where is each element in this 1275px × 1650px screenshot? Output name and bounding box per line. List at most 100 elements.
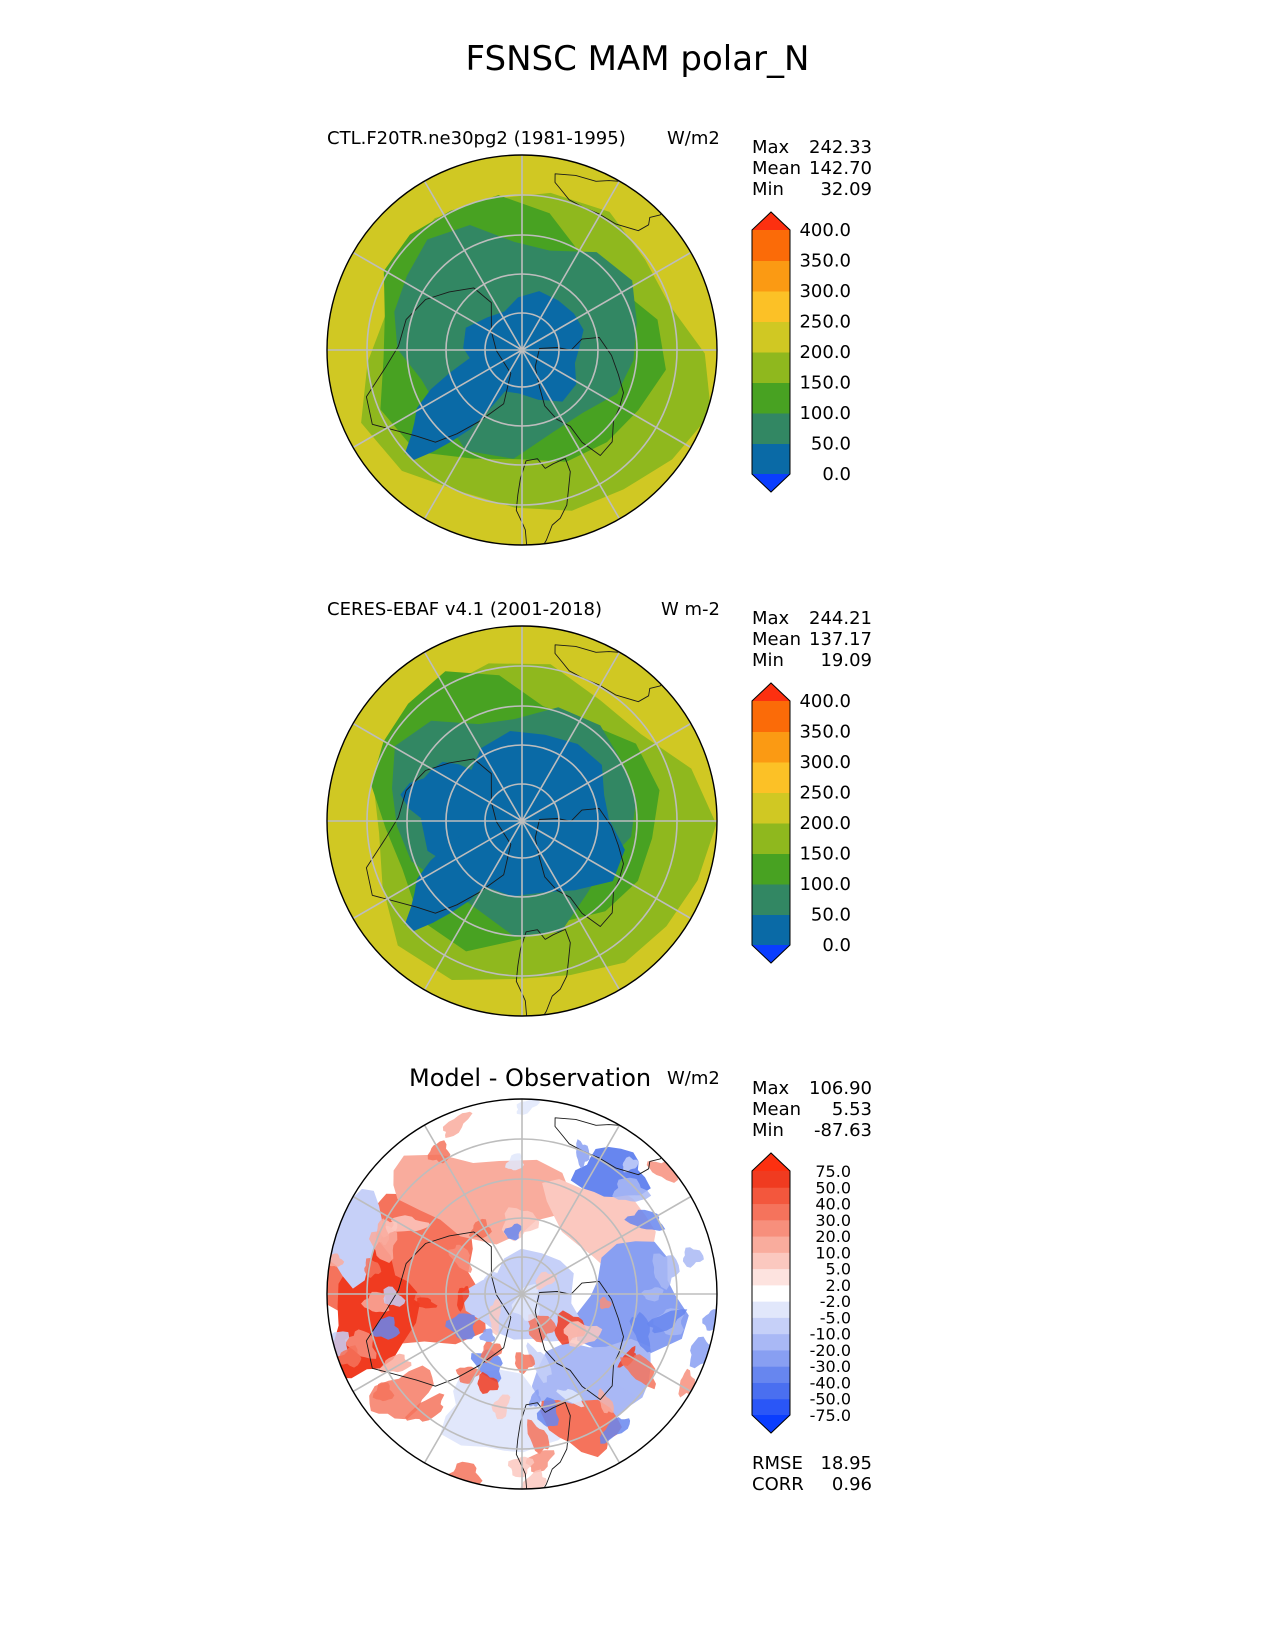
meridian-line <box>352 349 523 449</box>
colorbar-outline <box>751 211 791 493</box>
field-core-0-50 <box>404 823 521 932</box>
stat-max-value: 106.90 <box>809 1078 872 1099</box>
colorbar-tick-label: 0.0 <box>822 935 851 956</box>
anomaly-patch <box>514 1352 536 1374</box>
stat-min-value: -87.63 <box>813 1120 872 1141</box>
stat-mean-value: 5.53 <box>831 1099 872 1120</box>
colorbar-tick-label: 150.0 <box>799 373 851 394</box>
colorbar-segment <box>752 792 790 824</box>
panel-1-title: CTL.F20TR.ne30pg2 (1981-1995) <box>327 128 626 149</box>
anomaly-patch <box>525 1450 555 1473</box>
colorbar-tick-label: -50.0 <box>810 1390 851 1409</box>
colorbar-segment <box>752 731 790 763</box>
anomaly-patch <box>328 1253 345 1267</box>
colorbar-segment <box>752 1171 790 1188</box>
anomaly-patch <box>413 1297 438 1309</box>
meridian-line <box>423 1124 523 1295</box>
field-core-0-50 <box>400 761 493 839</box>
anomaly-patch <box>477 1371 499 1394</box>
colorbar-tick-label: -10.0 <box>810 1325 851 1344</box>
colorbar-segment <box>752 914 790 946</box>
colorbar-segment <box>752 352 790 383</box>
colorbar-tick-label: -40.0 <box>810 1374 851 1393</box>
colorbar-tick-label: 350.0 <box>799 722 851 743</box>
colorbar-segment <box>752 1333 790 1351</box>
anomaly-patch <box>528 1313 557 1343</box>
colorbar-segment <box>752 1366 790 1383</box>
meridian-line <box>423 651 523 822</box>
colorbar-tick-label: 250.0 <box>799 312 851 333</box>
stat-max-label: Max <box>752 608 790 629</box>
meridian-line <box>521 1293 692 1393</box>
colorbar-tick-label: 150.0 <box>799 844 851 865</box>
stat-max-value: 244.21 <box>809 608 872 629</box>
anomaly-patch <box>682 1247 704 1268</box>
meridian-line <box>521 349 692 449</box>
polar-map-2 <box>326 625 718 1017</box>
polar-map-3 <box>326 1098 718 1490</box>
anomaly-patch <box>505 1153 524 1171</box>
colorbar-1: 400.0 350.0 300.0 250.0 200.0 150.0 100.0 50.0 0… <box>751 211 851 493</box>
anomaly-patch <box>622 1156 639 1173</box>
colorbar-tick-label: -75.0 <box>810 1406 851 1425</box>
colorbar-segment <box>752 443 790 475</box>
anomaly-patch <box>445 1313 477 1340</box>
colorbar-tick-label: 0.0 <box>822 464 851 485</box>
colorbar-tick-label: -30.0 <box>810 1357 851 1376</box>
meridian-line <box>521 1124 621 1295</box>
anomaly-patch <box>597 1388 614 1414</box>
colorbar-tick-label: 400.0 <box>799 220 851 241</box>
meridian-line <box>521 251 692 351</box>
colorbar-tick-label: 40.0 <box>815 1195 851 1214</box>
anomaly-patch <box>405 1393 445 1422</box>
colorbar-tick-label: 100.0 <box>799 874 851 895</box>
meridian-line <box>521 349 621 520</box>
colorbar-segment <box>752 1252 790 1270</box>
meridian-line <box>352 820 523 920</box>
colorbar-extend-max <box>752 683 790 701</box>
colorbar-extend-max <box>752 212 790 230</box>
panel-2-units: W m-2 <box>661 599 721 620</box>
anomaly-patch <box>372 1382 395 1402</box>
colorbar-tick-label: 300.0 <box>799 281 851 302</box>
colorbar-tick-label: 250.0 <box>799 783 851 804</box>
stat-mean-label: Mean <box>752 158 802 179</box>
anomaly-patch <box>470 1349 503 1383</box>
panel-3-units: W/m2 <box>667 1068 720 1089</box>
colorbar-tick-label: 50.0 <box>815 1178 851 1197</box>
colorbar-tick-label: 2.0 <box>826 1276 851 1295</box>
map-boundary <box>326 154 718 546</box>
colorbar-segment <box>752 321 790 353</box>
map-boundary <box>326 1098 718 1490</box>
colorbar-segment <box>752 260 790 292</box>
meridian-line <box>521 722 692 822</box>
anomaly-patch <box>563 1321 603 1348</box>
colorbar-tick-label: 300.0 <box>799 752 851 773</box>
colorbar-segment <box>752 291 790 322</box>
stat-rmse-value: 18.95 <box>820 1453 872 1474</box>
anomaly-patch <box>620 1354 656 1390</box>
stat-rmse-label: RMSE <box>752 1453 803 1474</box>
colorbar-segment <box>752 1268 790 1286</box>
map-boundary <box>326 625 718 1017</box>
stat-mean-value: 137.17 <box>809 629 872 650</box>
colorbar-tick-label: 30.0 <box>815 1211 851 1230</box>
meridian-line <box>352 251 523 351</box>
anomaly-patch <box>480 1341 503 1364</box>
coastline <box>515 1401 571 1489</box>
stat-min-label: Min <box>752 179 784 200</box>
panel-1-units: W/m2 <box>667 128 720 149</box>
colorbar-segment <box>752 230 790 261</box>
colorbar-tick-label: 5.0 <box>826 1260 851 1279</box>
colorbar-tick-label: 50.0 <box>811 434 851 455</box>
field-core-0-50 <box>404 352 521 461</box>
stat-min-value: 19.09 <box>820 650 872 671</box>
figure-title: FSNSC MAM polar_N <box>465 39 810 79</box>
colorbar-tick-label: 200.0 <box>799 813 851 834</box>
meridian-line <box>352 1293 523 1393</box>
colorbar-tick-label: -20.0 <box>810 1341 851 1360</box>
stat-max-label: Max <box>752 1078 790 1099</box>
colorbar-segment <box>752 382 790 414</box>
meridian-line <box>521 1195 692 1295</box>
colorbar-segment <box>752 853 790 885</box>
